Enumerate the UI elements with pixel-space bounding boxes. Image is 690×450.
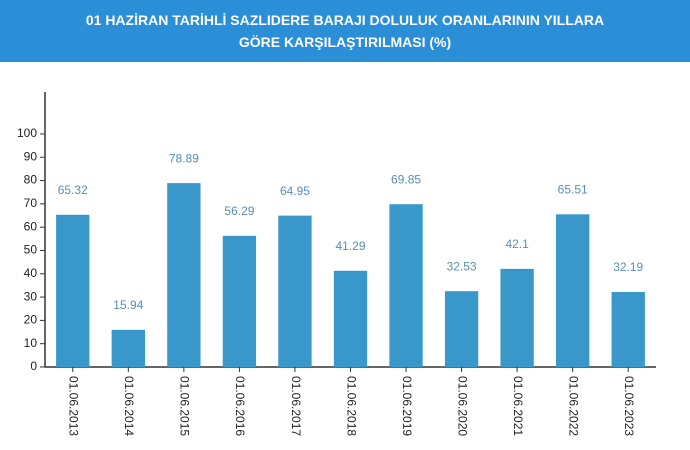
y-tick-label: 30 bbox=[24, 289, 38, 303]
bar bbox=[222, 235, 257, 367]
bar bbox=[56, 214, 90, 367]
y-tick-label: 70 bbox=[24, 196, 38, 210]
value-label: 56.29 bbox=[224, 204, 254, 218]
value-label: 64.95 bbox=[280, 184, 310, 198]
x-tick-label: 01.06.2013 bbox=[67, 376, 81, 436]
x-tick-label: 01.06.2015 bbox=[178, 376, 192, 436]
value-label: 41.29 bbox=[335, 239, 365, 253]
x-tick-label: 01.06.2018 bbox=[344, 376, 358, 436]
value-label: 78.89 bbox=[169, 151, 199, 165]
bar bbox=[167, 183, 201, 367]
x-tick-label: 01.06.2021 bbox=[511, 376, 525, 436]
header: 01 HAZİRAN TARİHLİ SAZLIDERE BARAJI DOLU… bbox=[0, 0, 690, 62]
y-tick-label: 100 bbox=[17, 126, 37, 140]
y-tick-label: 0 bbox=[30, 359, 37, 373]
chart: 0 10 20 30 40 50 60 70 80 90 100 01.06.2013 65.32 01.… bbox=[17, 92, 656, 436]
x-tick-label: 01.06.2020 bbox=[455, 376, 469, 436]
bar bbox=[611, 291, 645, 367]
bar bbox=[500, 268, 534, 367]
bar bbox=[333, 270, 368, 367]
value-label: 32.53 bbox=[447, 259, 477, 273]
chart-title: 01 HAZİRAN TARİHLİ SAZLIDERE BARAJI DOLU… bbox=[85, 12, 605, 50]
bar bbox=[444, 291, 479, 367]
value-label: 42.1 bbox=[505, 237, 529, 251]
y-tick-label: 80 bbox=[24, 173, 38, 187]
bar bbox=[556, 214, 590, 367]
value-label: 15.94 bbox=[113, 298, 143, 312]
x-tick-label: 01.06.2023 bbox=[622, 376, 636, 436]
bar bbox=[111, 329, 145, 367]
y-tick-label: 90 bbox=[24, 149, 38, 163]
x-tick-label: 01.06.2022 bbox=[567, 376, 581, 436]
value-label: 65.32 bbox=[58, 183, 88, 197]
value-label: 69.85 bbox=[391, 172, 421, 186]
y-tick-label: 60 bbox=[24, 219, 38, 233]
y-tick-label: 20 bbox=[24, 313, 38, 327]
bar bbox=[278, 215, 312, 367]
bar bbox=[389, 204, 423, 367]
y-tick-label: 40 bbox=[24, 266, 38, 280]
x-tick-label: 01.06.2017 bbox=[289, 376, 303, 436]
y-tick-label: 10 bbox=[24, 336, 38, 350]
y-tick-label: 50 bbox=[24, 243, 38, 257]
x-tick-label: 01.06.2019 bbox=[400, 376, 414, 436]
value-label: 32.19 bbox=[613, 260, 643, 274]
value-label: 65.51 bbox=[558, 183, 588, 197]
x-tick-label: 01.06.2016 bbox=[233, 376, 247, 436]
x-tick-label: 01.06.2014 bbox=[122, 376, 136, 436]
